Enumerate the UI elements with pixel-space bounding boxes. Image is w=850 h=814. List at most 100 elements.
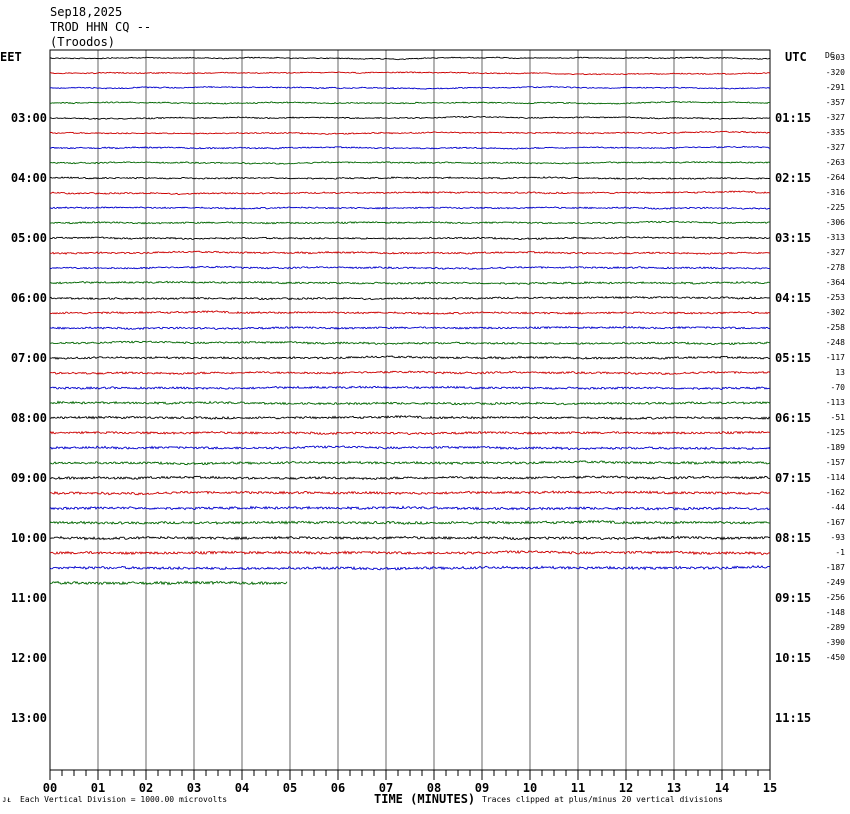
x-tick-label: 07	[379, 781, 393, 795]
trace-line	[49, 490, 771, 496]
left-hour-label: 05:00	[11, 231, 47, 245]
trace-line	[49, 445, 771, 451]
dc-offset-label: -225	[826, 203, 845, 212]
seismic-traces	[49, 56, 771, 586]
right-hour-label: 11:15	[775, 711, 811, 725]
trace-line	[49, 460, 771, 466]
plot-frame	[49, 49, 771, 771]
left-hour-label: 10:00	[11, 531, 47, 545]
trace-line	[49, 115, 771, 120]
x-tick-label: 11	[571, 781, 585, 795]
dc-offset-label: -93	[831, 533, 846, 542]
trace-line	[49, 565, 771, 571]
dc-offset-label: -187	[826, 563, 845, 572]
dc-offset-label: -258	[826, 323, 845, 332]
left-hour-label: 12:00	[11, 651, 47, 665]
trace-line	[49, 414, 771, 421]
right-hour-label: 03:15	[775, 231, 811, 245]
left-hour-label: 11:00	[11, 591, 47, 605]
trace-line	[50, 400, 771, 406]
dc-offset-label: -1	[835, 548, 845, 557]
trace-line	[49, 550, 771, 556]
trace-line	[49, 190, 771, 196]
left-timezone-label: EET	[0, 50, 22, 64]
right-hour-label: 08:15	[775, 531, 811, 545]
location-label: (Troodos)	[50, 35, 115, 49]
trace-line	[49, 220, 771, 225]
dc-offset-label: -189	[826, 443, 845, 452]
dc-offset-label: -289	[826, 623, 845, 632]
trace-line	[49, 295, 771, 301]
dc-offset-label: -114	[826, 473, 845, 482]
right-hour-label: 04:15	[775, 291, 811, 305]
x-tick-label: 12	[619, 781, 633, 795]
dc-offset-label: -162	[826, 488, 845, 497]
minute-gridlines	[97, 50, 723, 770]
dc-offset-label: -249	[826, 578, 845, 587]
dc-offset-label: -157	[826, 458, 845, 467]
x-tick-label: 05	[283, 781, 297, 795]
x-tick-label: 13	[667, 781, 681, 795]
trace-line	[49, 475, 771, 481]
x-tick-label: 01	[91, 781, 105, 795]
dc-offset-label: -125	[826, 428, 845, 437]
trace-line	[50, 325, 771, 331]
trace-line	[49, 160, 771, 165]
dc-offset-label: -51	[831, 413, 846, 422]
trace-line	[49, 535, 771, 541]
trace-line	[49, 130, 771, 135]
station-label: TROD HHN CQ --	[50, 20, 151, 34]
x-tick-label: 02	[139, 781, 153, 795]
dc-offset-labels: 303 -320 -291 -357 -327 -335 -327 -263 -264 -316 -…	[826, 53, 845, 662]
trace-line	[49, 236, 771, 240]
dc-offset-label: -316	[826, 188, 845, 197]
dc-offset-label: -70	[831, 383, 846, 392]
dc-offset-label: -320	[826, 68, 845, 77]
right-hour-labels: 01:15 02:15 03:15 04:15 05:15 06:15 07:15 08:15…	[775, 111, 811, 725]
dc-offset-label: 13	[835, 368, 845, 377]
x-tick-label: 08	[427, 781, 441, 795]
dc-offset-label: -278	[826, 263, 845, 272]
right-hour-label: 05:15	[775, 351, 811, 365]
dc-offset-label: -327	[826, 143, 845, 152]
trace-line	[49, 280, 770, 286]
trace-line	[49, 176, 771, 180]
dc-offset-label: -327	[826, 248, 845, 257]
right-hour-label: 02:15	[775, 171, 811, 185]
right-hour-label: 10:15	[775, 651, 811, 665]
dc-offset-label: -253	[826, 293, 845, 302]
trace-line	[49, 100, 771, 105]
x-tick-label: 03	[187, 781, 201, 795]
trace-line	[49, 519, 770, 525]
trace-line	[49, 145, 771, 150]
dc-offset-label: -302	[826, 308, 845, 317]
left-hour-label: 06:00	[11, 291, 47, 305]
x-tick-label: 06	[331, 781, 345, 795]
dc-offset-label: -364	[826, 278, 845, 287]
trace-line	[50, 206, 771, 210]
dc-offset-label: -44	[831, 503, 846, 512]
dc-offset-label: -113	[826, 398, 845, 407]
trace-line	[49, 265, 770, 270]
trace-line	[49, 71, 771, 76]
trace-line	[49, 580, 288, 586]
corner-mark: ᴊᴌ	[2, 795, 12, 804]
x-axis-title: TIME (MINUTES)	[374, 792, 475, 806]
trace-line	[49, 56, 771, 61]
left-hour-label: 08:00	[11, 411, 47, 425]
dc-offset-label: -357	[826, 98, 845, 107]
trace-line	[49, 505, 771, 511]
trace-line	[49, 430, 771, 436]
x-tick-label: 09	[475, 781, 489, 795]
dc-offset-label: -306	[826, 218, 845, 227]
dc-offset-label: -291	[826, 83, 845, 92]
dc-offset-label: -117	[826, 353, 845, 362]
left-hour-label: 03:00	[11, 111, 47, 125]
dc-offset-label: -248	[826, 338, 845, 347]
x-tick-label: 04	[235, 781, 249, 795]
x-tick-label: 14	[715, 781, 729, 795]
scale-note: Each Vertical Division = 1000.00 microvo…	[20, 795, 227, 804]
trace-line	[49, 385, 771, 391]
dc-offset-label: -450	[826, 653, 845, 662]
